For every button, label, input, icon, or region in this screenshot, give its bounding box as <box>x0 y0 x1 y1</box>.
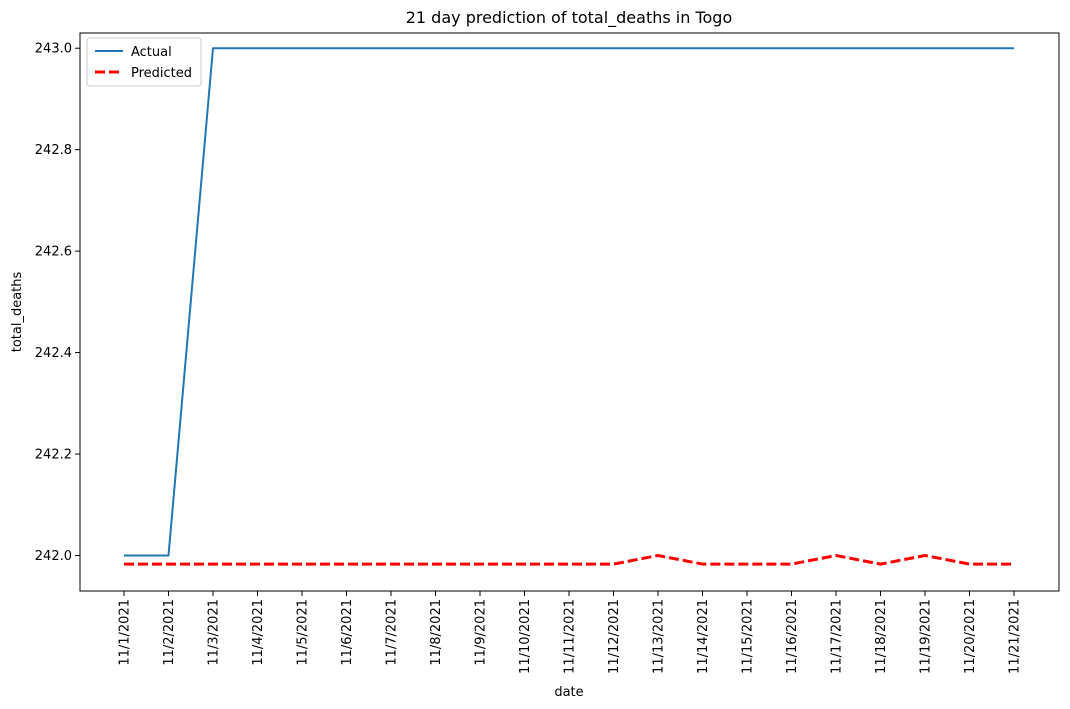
x-tick-label: 11/12/2021 <box>607 599 622 674</box>
x-tick-label: 11/15/2021 <box>741 599 756 674</box>
legend-label-actual: Actual <box>131 45 172 60</box>
y-tick-label: 243.0 <box>35 42 72 57</box>
series-layer <box>124 47 1014 566</box>
series-line-predicted <box>124 554 1014 566</box>
x-tick-label: 11/7/2021 <box>385 599 400 666</box>
x-tick-label: 11/17/2021 <box>830 599 845 674</box>
x-tick-label: 11/13/2021 <box>652 599 667 674</box>
x-tick-label: 11/14/2021 <box>696 599 711 674</box>
y-axis-title: total_deaths <box>10 272 25 353</box>
x-tick-label: 11/20/2021 <box>963 599 978 674</box>
x-tick-label: 11/10/2021 <box>518 599 533 674</box>
x-tick-label: 11/16/2021 <box>785 599 800 674</box>
x-axis-title: date <box>554 685 583 700</box>
x-tick-label: 11/4/2021 <box>251 599 266 666</box>
y-tick-label: 242.6 <box>35 245 72 260</box>
x-tick-label: 11/21/2021 <box>1008 599 1023 674</box>
x-axis: 11/1/2021 11/2/2021 11/3/2021 11/4/2021 11/5… <box>118 591 1023 674</box>
x-tick-label: 11/8/2021 <box>429 599 444 666</box>
chart-title: 21 day prediction of total_deaths in Tog… <box>406 8 733 28</box>
x-tick-label: 11/11/2021 <box>563 599 578 674</box>
y-tick-label: 242.0 <box>35 549 72 564</box>
y-axis: 242.0 242.2 242.4 242.6 242.8 243.0 <box>35 42 80 564</box>
series-line-actual <box>124 47 1014 557</box>
y-tick-label: 242.2 <box>35 448 72 463</box>
x-tick-label: 11/19/2021 <box>919 599 934 674</box>
x-tick-label: 11/5/2021 <box>296 599 311 666</box>
x-tick-label: 11/3/2021 <box>207 599 222 666</box>
legend: Actual Predicted <box>86 37 202 87</box>
y-tick-label: 242.8 <box>35 143 72 158</box>
plot-area <box>79 32 1060 592</box>
y-tick-label: 242.4 <box>35 346 72 361</box>
x-tick-label: 11/6/2021 <box>340 599 355 666</box>
legend-label-predicted: Predicted <box>131 66 192 81</box>
x-tick-label: 11/1/2021 <box>118 599 133 666</box>
x-tick-label: 11/2/2021 <box>162 599 177 666</box>
x-tick-label: 11/9/2021 <box>474 599 489 666</box>
x-tick-label: 11/18/2021 <box>874 599 889 674</box>
